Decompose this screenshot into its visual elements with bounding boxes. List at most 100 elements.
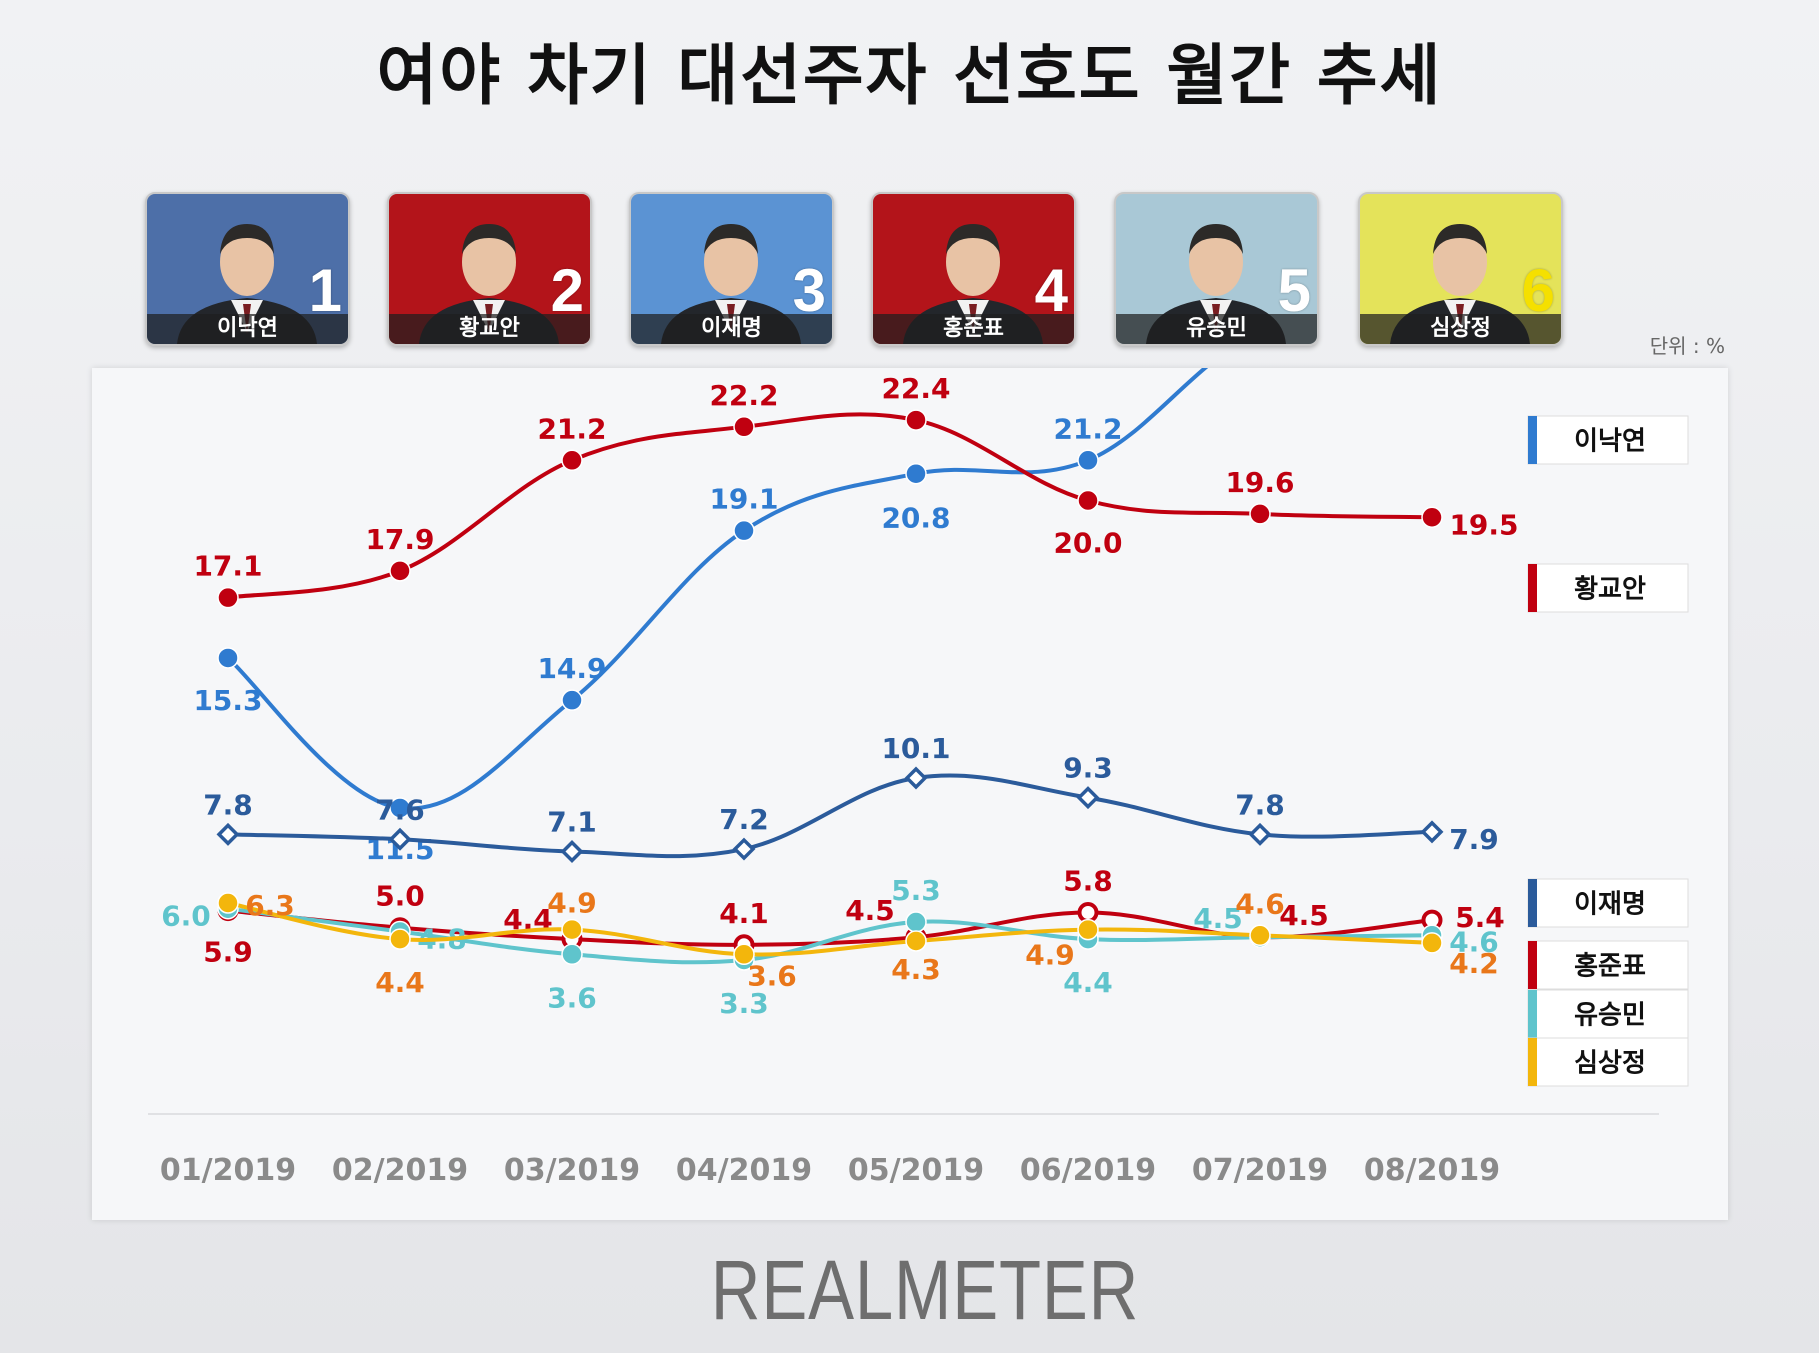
data-point [561, 943, 583, 966]
series-line [226, 901, 1434, 957]
line-chart: 01/2019 02/2019 03/2019 04/2019 05/2019 06/20… [148, 368, 1689, 1188]
data-point [389, 797, 411, 819]
data-label: 4.6 [1235, 887, 1285, 920]
series-line [226, 412, 1434, 600]
data-point [1077, 489, 1099, 512]
data-label: 6.3 [245, 889, 295, 922]
x-tick-label: 04/2019 [676, 1153, 812, 1188]
data-label: 7.9 [1449, 823, 1499, 856]
data-point [905, 462, 927, 485]
data-point [733, 519, 755, 542]
data-point [1077, 902, 1099, 923]
data-point [560, 840, 584, 863]
data-label: 7.6 [375, 793, 425, 826]
data-label: 5.3 [891, 874, 941, 907]
legend-entry: 이재명 [1527, 878, 1689, 928]
data-label: 4.2 [1449, 947, 1499, 980]
series-line [226, 368, 1209, 811]
candidate-card: 1 이낙연 [145, 192, 350, 346]
candidate-rank: 6 [1521, 257, 1555, 324]
candidate-rank: 2 [550, 257, 584, 324]
legend-swatch [1528, 941, 1537, 989]
data-label: 3.6 [547, 981, 597, 1014]
legend-box [1527, 940, 1689, 990]
data-label: 15.3 [193, 684, 262, 717]
candidate-name: 이낙연 [147, 314, 348, 344]
data-point [1076, 786, 1100, 810]
data-point [1421, 932, 1443, 954]
legend-entry: 홍준표 [1527, 940, 1689, 990]
legend-swatch [1528, 990, 1537, 1038]
legend-swatch [1528, 416, 1537, 464]
legend-label: 황교안 [1574, 575, 1646, 605]
x-tick-label: 06/2019 [1020, 1153, 1156, 1188]
data-label: 6.0 [161, 900, 211, 933]
data-point [389, 928, 411, 950]
legend-swatch [1528, 1038, 1537, 1086]
data-point [905, 409, 927, 431]
data-label: 22.4 [881, 372, 950, 405]
x-tick-label: 07/2019 [1192, 1153, 1328, 1188]
data-point [389, 560, 411, 582]
candidate-name: 심상정 [1360, 314, 1561, 344]
legend-swatch [1528, 879, 1537, 927]
x-tick-label: 08/2019 [1364, 1153, 1500, 1188]
data-point [1420, 820, 1444, 844]
candidate-rank: 4 [1034, 257, 1068, 324]
candidate-rank: 3 [792, 257, 826, 324]
chart-title: 여야 차기 대선주자 선호도 월간 추세 [376, 37, 1443, 114]
data-point [217, 647, 239, 669]
data-label: 19.1 [709, 483, 778, 516]
legend-swatch [1528, 564, 1537, 612]
x-tick-label: 03/2019 [504, 1153, 640, 1188]
data-point [1249, 924, 1271, 947]
data-label: 4.4 [1063, 966, 1113, 999]
candidate-card: 4 홍준표 [871, 192, 1076, 346]
data-label: 3.6 [747, 959, 797, 992]
data-label: 4.5 [1193, 902, 1243, 935]
candidate-name: 황교안 [389, 314, 590, 344]
data-point [388, 827, 412, 851]
legend-label: 이재명 [1574, 890, 1646, 920]
data-point [216, 822, 240, 846]
data-point [905, 930, 927, 952]
data-label: 5.4 [1455, 901, 1505, 934]
data-point [905, 911, 927, 933]
candidate-card: 5 유승민 [1114, 192, 1319, 346]
data-label: 20.8 [881, 502, 950, 535]
data-label: 5.0 [375, 880, 425, 913]
candidate-card: 2 황교안 [387, 192, 592, 346]
data-label: 21.2 [1053, 412, 1122, 445]
legend-label: 이낙연 [1574, 427, 1646, 457]
data-label: 4.6 [1449, 925, 1499, 958]
data-point [733, 416, 755, 438]
data-label: 7.1 [547, 806, 597, 839]
data-label: 4.1 [719, 897, 769, 930]
data-point [1421, 506, 1443, 528]
data-point [1249, 503, 1271, 525]
data-point [561, 449, 583, 472]
data-label: 21.2 [537, 412, 606, 445]
data-label: 4.4 [375, 966, 425, 999]
candidate-rank: 5 [1277, 257, 1311, 324]
legend-box [1527, 1037, 1689, 1087]
brand-logo: REALMETER [710, 1243, 1140, 1337]
unit-label: 단위 : % [1649, 334, 1725, 358]
data-label: 4.9 [1025, 939, 1075, 972]
legend-entry: 심상정 [1527, 1037, 1689, 1087]
legend-entry: 유승민 [1527, 989, 1689, 1039]
data-label: 7.8 [1235, 788, 1285, 821]
data-point [561, 918, 583, 941]
data-point [1077, 918, 1099, 941]
legend-box [1527, 415, 1689, 465]
series-line [226, 906, 1434, 965]
data-label: 22.2 [709, 379, 778, 412]
candidate-name: 유승민 [1116, 314, 1317, 344]
data-label: 4.3 [891, 953, 941, 986]
data-label: 4.5 [845, 894, 895, 927]
data-point [1077, 449, 1099, 472]
data-label: 19.5 [1449, 508, 1518, 541]
candidate-name: 홍준표 [873, 314, 1074, 344]
legend-entry: 이낙연 [1527, 415, 1689, 465]
x-tick-label: 05/2019 [848, 1153, 984, 1188]
